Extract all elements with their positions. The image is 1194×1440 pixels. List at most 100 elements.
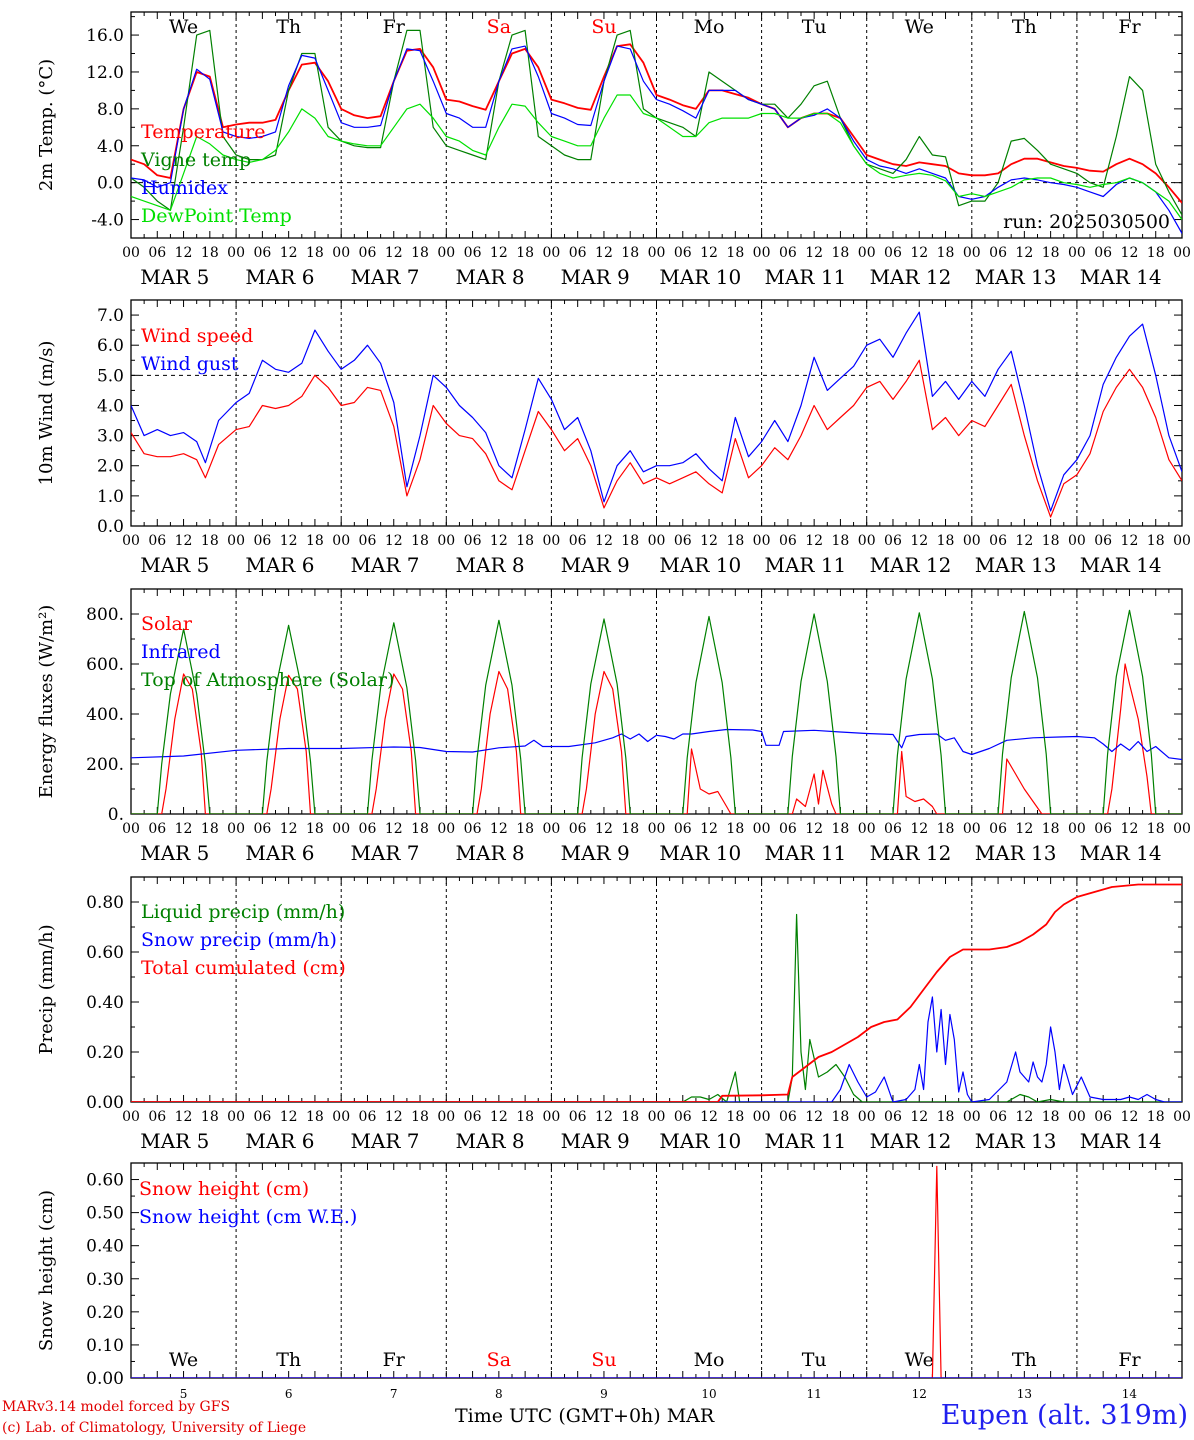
hour-label: 06 — [1094, 533, 1112, 549]
day-number-label: 10 — [701, 1387, 716, 1401]
run-annotation: run: 2025030500 — [1003, 211, 1170, 233]
y-tick-label: 800. — [86, 605, 124, 625]
weekday-label: We — [169, 16, 198, 38]
hour-label: 12 — [490, 1109, 508, 1125]
hour-label: 00 — [753, 821, 771, 837]
lab-credit: (c) Lab. of Climatology, University of L… — [2, 1420, 307, 1436]
hour-label: 06 — [779, 533, 797, 549]
date-label: MAR 6 — [245, 265, 314, 289]
hour-label: 18 — [516, 245, 534, 261]
date-label: MAR 7 — [350, 1129, 419, 1153]
hour-label: 00 — [437, 821, 455, 837]
day-number-label: 11 — [807, 1387, 822, 1401]
y-tick-label: 0.20 — [86, 1303, 124, 1323]
series-total-cumulated-cm-line — [131, 883, 1182, 1102]
hour-label: 00 — [963, 1109, 981, 1125]
panel-5: 0.00 0.10 0.20 0.30 0.40 0.50 0.60 Snow height … — [36, 1162, 1183, 1401]
date-label: MAR 11 — [764, 841, 846, 865]
series-snow-precip-mm-h-line — [131, 996, 1182, 1102]
legend-entry: Liquid precip (mm/h) — [141, 901, 345, 923]
date-label: MAR 10 — [659, 841, 741, 865]
hour-label: 00 — [437, 533, 455, 549]
series-solar-line — [131, 663, 1182, 814]
hour-label: 18 — [621, 533, 639, 549]
date-label: MAR 14 — [1080, 553, 1162, 577]
hour-label: 18 — [306, 245, 324, 261]
hour-label: 12 — [700, 245, 718, 261]
date-label: MAR 8 — [456, 553, 525, 577]
station-name: Eupen (alt. 319m) — [940, 1400, 1188, 1431]
panel-2: 0.0 1.0 2.0 3.0 4.0 5.0 6.0 7.0 10m Wind (m/s) 00… — [36, 299, 1191, 577]
hour-label: 06 — [148, 245, 166, 261]
panel-3: 0. 200. 400. 600. 800. Energy fluxes (W/m²) 00… — [36, 588, 1191, 865]
hour-label: 12 — [490, 821, 508, 837]
y-tick-label: 0.0 — [97, 174, 124, 194]
hour-label: 00 — [963, 245, 981, 261]
hour-label: 18 — [726, 245, 744, 261]
hour-label: 00 — [1068, 245, 1086, 261]
hour-label: 06 — [1094, 821, 1112, 837]
hour-label: 18 — [411, 533, 429, 549]
hour-label: 18 — [937, 245, 955, 261]
y-tick-label: 4.0 — [97, 396, 124, 416]
hour-label: 18 — [201, 821, 219, 837]
legend-entry: Vigne temp — [140, 149, 251, 171]
hour-label: 06 — [674, 245, 692, 261]
day-number-label: 6 — [285, 1387, 293, 1401]
hour-label: 06 — [359, 245, 377, 261]
hour-label: 18 — [937, 1109, 955, 1125]
hour-label: 06 — [779, 245, 797, 261]
hour-label: 00 — [437, 245, 455, 261]
legend-entry: Temperature — [141, 121, 265, 143]
hour-label: 12 — [1015, 1109, 1033, 1125]
hour-label: 06 — [464, 533, 482, 549]
hour-label: 00 — [227, 533, 245, 549]
hour-label: 12 — [805, 533, 823, 549]
legend-entry: DewPoint Temp — [141, 205, 292, 227]
y-tick-label: 200. — [86, 755, 124, 775]
date-label: MAR 6 — [245, 1129, 314, 1153]
y-tick-label: 0.10 — [86, 1336, 124, 1356]
weekday-label: Th — [1012, 1349, 1037, 1371]
y-tick-label: -4.0 — [91, 211, 124, 231]
date-label: MAR 9 — [561, 1129, 630, 1153]
hour-label: 06 — [1094, 245, 1112, 261]
hour-label: 12 — [595, 533, 613, 549]
hour-label: 06 — [989, 1109, 1007, 1125]
y-tick-label: 12.0 — [86, 63, 124, 83]
hour-label: 00 — [332, 245, 350, 261]
hour-label: 12 — [910, 1109, 928, 1125]
series-group — [131, 609, 1182, 814]
date-label: MAR 10 — [659, 1129, 741, 1153]
hour-label: 00 — [1173, 533, 1191, 549]
hour-label: 06 — [359, 821, 377, 837]
y-tick-label: 6.0 — [97, 336, 124, 356]
date-label: MAR 12 — [870, 553, 952, 577]
y-tick-label: 0.00 — [86, 1369, 124, 1389]
date-label: MAR 12 — [870, 1129, 952, 1153]
y-tick-label: 1.0 — [97, 487, 124, 507]
date-label: MAR 7 — [350, 265, 419, 289]
series-temperature-line — [131, 43, 1182, 204]
weekday-label: Th — [276, 1349, 301, 1371]
hour-label: 18 — [832, 245, 850, 261]
series-dewpoint-temp-line — [131, 94, 1182, 220]
hour-label: 12 — [1015, 245, 1033, 261]
y-tick-label: 5.0 — [97, 366, 124, 386]
hour-label: 00 — [122, 821, 140, 837]
date-label: MAR 11 — [764, 265, 846, 289]
date-label: MAR 7 — [350, 553, 419, 577]
y-tick-label: 8.0 — [97, 100, 124, 120]
hour-label: 18 — [516, 1109, 534, 1125]
hour-label: 06 — [148, 533, 166, 549]
hour-label: 12 — [175, 533, 193, 549]
hour-label: 00 — [542, 821, 560, 837]
hour-label: 06 — [779, 821, 797, 837]
series-snow-height-cm-line — [131, 1165, 1182, 1378]
y-axis-label: Energy fluxes (W/m²) — [36, 605, 57, 799]
y-tick-label: 0.60 — [86, 1171, 124, 1191]
hour-label: 06 — [674, 1109, 692, 1125]
plot-frame — [130, 588, 1183, 815]
hour-label: 18 — [201, 533, 219, 549]
hour-label: 00 — [437, 1109, 455, 1125]
